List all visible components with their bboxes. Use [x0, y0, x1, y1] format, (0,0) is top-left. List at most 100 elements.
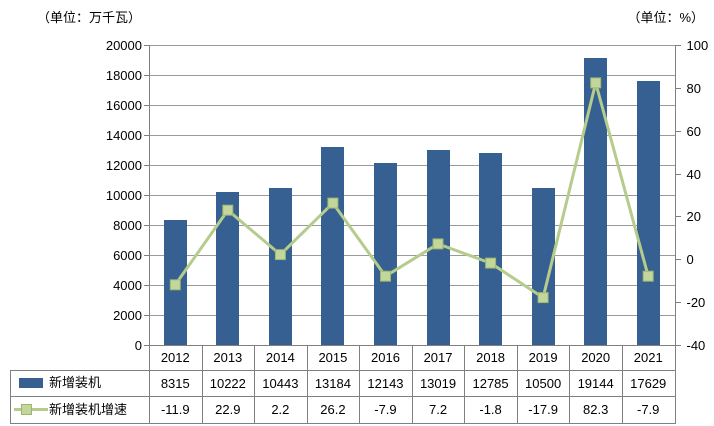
bar [584, 57, 608, 345]
right-axis-line [674, 45, 676, 346]
left-axis-tick-label: 8000 [113, 218, 142, 233]
table-border-h [10, 423, 676, 424]
table-border-v [411, 345, 413, 423]
left-axis-tick [144, 225, 149, 226]
table-border-v [254, 345, 256, 423]
left-axis-tick [144, 45, 149, 46]
gridline [149, 45, 675, 46]
legend-line-marker [21, 404, 32, 415]
table-border-h [10, 396, 676, 397]
value-cell: 13184 [314, 376, 351, 391]
legend-cell: 新增装机 [11, 370, 149, 396]
bar [479, 153, 503, 345]
right-axis-tick [675, 45, 681, 46]
year-cell: 2015 [318, 350, 348, 365]
gridline [149, 315, 675, 316]
right-axis-tick [675, 130, 681, 132]
left-axis-tick [144, 75, 149, 76]
year-cell: 2020 [581, 350, 611, 365]
left-axis-tick-label: 2000 [113, 308, 142, 323]
year-cell: 2014 [265, 350, 295, 365]
value-cell: 2.2 [271, 402, 290, 417]
bar [268, 188, 292, 345]
value-cell: 12143 [367, 376, 404, 391]
right-axis-tick-label: 80 [686, 80, 701, 96]
table-border-v [359, 345, 361, 423]
left-axis-tick [144, 345, 149, 346]
growth-line [174, 81, 650, 300]
left-axis-tick [144, 105, 149, 106]
bar [216, 191, 240, 345]
left-axis-tick [144, 195, 149, 196]
value-cell: 22.9 [215, 402, 241, 417]
x-axis-line [149, 345, 675, 346]
value-cell: 10500 [525, 376, 562, 391]
value-cell: 26.2 [320, 402, 346, 417]
right-axis-tick [675, 173, 681, 175]
table-border-v [516, 345, 518, 423]
right-axis-tick [675, 302, 681, 304]
left-axis-tick-label: 20000 [105, 38, 142, 53]
left-axis-tick-label: 10000 [105, 188, 142, 203]
table-border-v [674, 345, 676, 423]
bar [373, 162, 397, 345]
left-axis-tick-label: 0 [134, 338, 142, 353]
value-cell: 82.3 [583, 402, 609, 417]
table-border-v [622, 345, 623, 423]
table-border-v [306, 345, 308, 423]
table-border-v [464, 345, 466, 423]
value-cell: 17629 [630, 376, 667, 391]
right-axis-tick-label: 0 [686, 252, 694, 268]
gridline [149, 75, 675, 76]
table-border-h [10, 370, 676, 371]
left-axis-tick [144, 285, 149, 286]
bar [636, 80, 660, 345]
bar [531, 187, 555, 345]
table-border-v [149, 345, 150, 423]
right-axis-tick [675, 87, 681, 89]
value-cell: -11.9 [160, 402, 190, 417]
value-cell: -7.9 [374, 402, 397, 417]
value-cell: 8315 [160, 376, 190, 391]
legend-label: 新增装机 [49, 375, 102, 390]
value-cell: 13019 [419, 376, 457, 391]
bar [321, 147, 345, 345]
left-axis-tick-label: 18000 [105, 68, 142, 83]
right-axis-tick-label: 100 [686, 38, 709, 53]
legend-bar-swatch [19, 378, 43, 388]
year-cell: 2013 [213, 350, 243, 365]
year-cell: 2018 [476, 350, 506, 365]
value-cell: -7.9 [637, 402, 660, 417]
right-axis-tick-label: -20 [686, 295, 706, 311]
year-cell: 2017 [423, 350, 453, 365]
right-axis-tick [675, 216, 681, 218]
left-axis-tick-label: 14000 [105, 128, 142, 143]
left-axis-tick [144, 255, 149, 256]
legend-cell: 新增装机增速 [11, 396, 149, 423]
table-border-v [569, 345, 571, 423]
value-cell: 10222 [209, 376, 246, 391]
right-axis-tick-label: 60 [686, 123, 701, 139]
year-cell: 2021 [633, 350, 663, 365]
bar [426, 149, 450, 345]
legend-label: 新增装机增速 [49, 402, 128, 417]
year-cell: 2012 [160, 350, 190, 365]
value-cell: -17.9 [528, 402, 558, 417]
value-cell: 10443 [262, 376, 299, 391]
right-axis-tick-label: 40 [686, 166, 701, 182]
value-cell: 12785 [472, 376, 509, 391]
left-axis-tick-label: 12000 [105, 158, 142, 173]
left-axis-tick-label: 4000 [113, 278, 142, 293]
left-axis-tick [144, 165, 149, 166]
left-axis-tick [144, 315, 149, 316]
left-axis-tick-label: 16000 [105, 98, 142, 113]
value-cell: -1.8 [479, 402, 502, 417]
right-axis-tick-label: 20 [686, 209, 701, 225]
left-axis-unit-label: （单位：万千瓦） [37, 10, 142, 25]
table-border-v [10, 370, 11, 423]
bar [163, 220, 187, 345]
left-axis-line [149, 45, 150, 345]
year-cell: 2019 [528, 350, 558, 365]
table-border-v [201, 345, 203, 423]
